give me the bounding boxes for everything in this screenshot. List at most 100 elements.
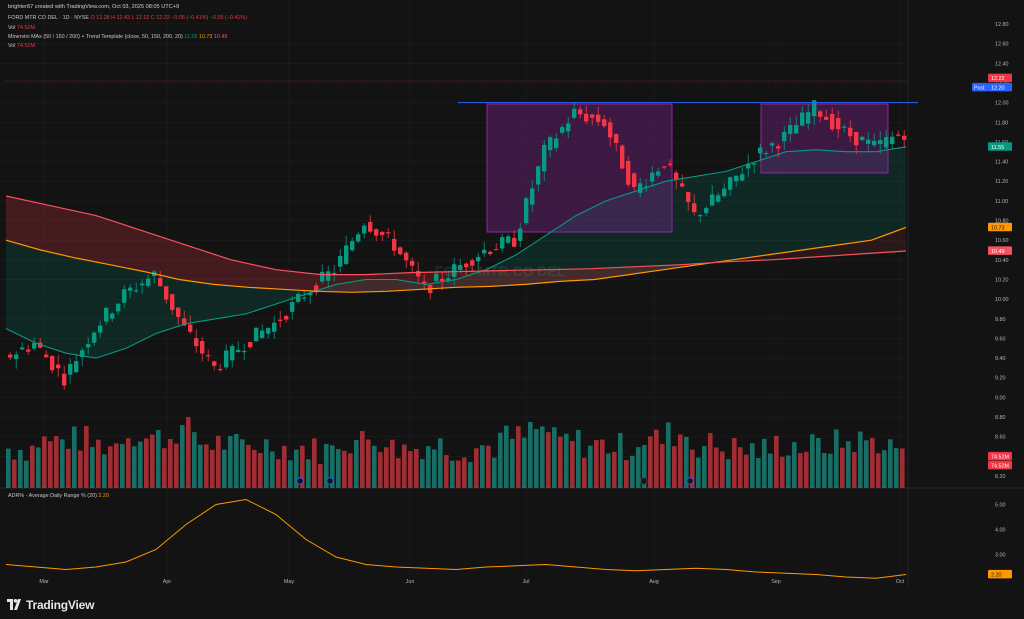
volume-bar xyxy=(576,429,581,488)
volume-bar xyxy=(192,432,197,488)
candle-body xyxy=(224,350,229,368)
volume-bar xyxy=(402,444,407,488)
volume-bar xyxy=(618,433,623,488)
volume-bar xyxy=(480,445,485,488)
volume-bar xyxy=(186,417,191,488)
candle-body xyxy=(230,346,235,361)
candle-body xyxy=(674,172,679,180)
candle-body xyxy=(416,270,421,277)
tradingview-logo[interactable]: TradingView xyxy=(7,598,94,612)
candle-body xyxy=(818,111,823,117)
price-tick-label: 10.00 xyxy=(995,297,1009,303)
vol2-legend-label: Vol xyxy=(8,43,16,49)
candle-body xyxy=(452,264,457,277)
candle-body xyxy=(176,307,181,318)
volume-bar xyxy=(384,447,389,488)
price-tick-label: 12.60 xyxy=(995,42,1009,48)
price-tick-label: 9.20 xyxy=(995,376,1006,382)
candle-body xyxy=(194,338,199,347)
volume-bar xyxy=(330,445,335,488)
vol2-legend-value: 74.52M xyxy=(17,43,35,49)
volume-bars xyxy=(6,417,905,488)
candle-body xyxy=(638,183,643,193)
volume-bar xyxy=(84,425,89,488)
candle-body xyxy=(470,260,475,266)
last-price-tag-bg xyxy=(988,73,1012,83)
ma50-tag-bg xyxy=(988,142,1012,151)
vol-legend[interactable]: Vol 74.52M xyxy=(8,25,35,31)
volume-bar xyxy=(96,439,101,488)
volume-bar xyxy=(498,432,503,488)
candle-body xyxy=(536,166,541,185)
candle-body xyxy=(848,127,853,137)
volume-bar xyxy=(726,459,731,488)
overlay-lines xyxy=(6,80,918,485)
volume-bar xyxy=(510,438,515,488)
candle-body xyxy=(566,123,571,132)
volume-bar xyxy=(282,445,287,488)
ma50-line xyxy=(5,146,907,359)
volume-bar xyxy=(156,429,161,488)
adr-value-tag-bg xyxy=(988,569,1012,579)
time-axis-label: Aug xyxy=(649,579,659,585)
volume-bar xyxy=(762,438,767,488)
time-axis-label: Sep xyxy=(771,579,781,585)
volume-bar xyxy=(840,447,845,488)
volume-bar xyxy=(138,441,143,488)
volume-bar xyxy=(678,434,683,488)
candle-body xyxy=(146,278,151,286)
candle-body xyxy=(860,136,865,141)
candle-body xyxy=(884,137,889,148)
volume-bar xyxy=(708,432,713,488)
volume-bar xyxy=(420,459,425,488)
symbol-legend[interactable]: FORD MTR CO DEL · 1D · NYSE O 12.28 H 12… xyxy=(8,15,247,21)
volume-bar xyxy=(204,444,209,488)
candle-body xyxy=(590,114,595,118)
volume-bar xyxy=(426,446,431,488)
post-label: Post xyxy=(974,85,985,91)
candle-body xyxy=(110,313,115,319)
candle-body xyxy=(56,364,61,369)
candle-body xyxy=(284,315,289,320)
adr-legend[interactable]: ADR% - Average Daily Range % (20) 2.20 xyxy=(8,493,109,499)
volume-bar xyxy=(306,459,311,488)
candle-body xyxy=(458,265,463,270)
ma50-tag: 11.55 xyxy=(991,145,1004,151)
minervini-legend[interactable]: Minervini MAs (50 / 150 / 200) + Trend T… xyxy=(8,34,227,40)
volume-bar xyxy=(810,434,815,488)
candle-body xyxy=(518,228,523,241)
candle-body xyxy=(44,354,49,358)
candle-body xyxy=(464,263,469,268)
volume-bar xyxy=(366,439,371,488)
candle-body xyxy=(188,324,193,332)
candle-body xyxy=(32,343,37,349)
volume-bar xyxy=(684,436,689,488)
post-label-bg xyxy=(972,82,988,92)
candle-body xyxy=(170,294,175,310)
volume-bar xyxy=(318,464,323,488)
volume-bar xyxy=(288,460,293,488)
candle-body xyxy=(728,177,733,190)
volume-bar xyxy=(786,455,791,488)
candle-body xyxy=(578,109,583,115)
volume-bar xyxy=(816,437,821,488)
vol2-legend[interactable]: Vol 74.52M xyxy=(8,43,35,49)
candle-body xyxy=(836,118,841,130)
volume-bar xyxy=(738,447,743,488)
volume-bar xyxy=(108,446,113,488)
volume-bar xyxy=(468,462,473,488)
volume-bar xyxy=(312,438,317,488)
candle-body xyxy=(344,245,349,264)
candle-body xyxy=(554,138,559,149)
attribution-header: brighter87 created with TradingView.com,… xyxy=(8,4,180,10)
volume-bar xyxy=(60,439,65,488)
candle-body xyxy=(704,208,709,214)
price-chart[interactable]: FORD MTR CO DEL 12.8012.6012.4012.2012.0… xyxy=(0,0,1024,590)
price-axis: 12.8012.6012.4012.2012.0011.8011.6011.40… xyxy=(972,22,1012,579)
volume-bar xyxy=(360,431,365,488)
volume-bar xyxy=(216,435,221,488)
candle-body xyxy=(602,119,607,127)
candle-body xyxy=(320,271,325,282)
volume-bar xyxy=(222,449,227,488)
base-box xyxy=(486,103,673,233)
